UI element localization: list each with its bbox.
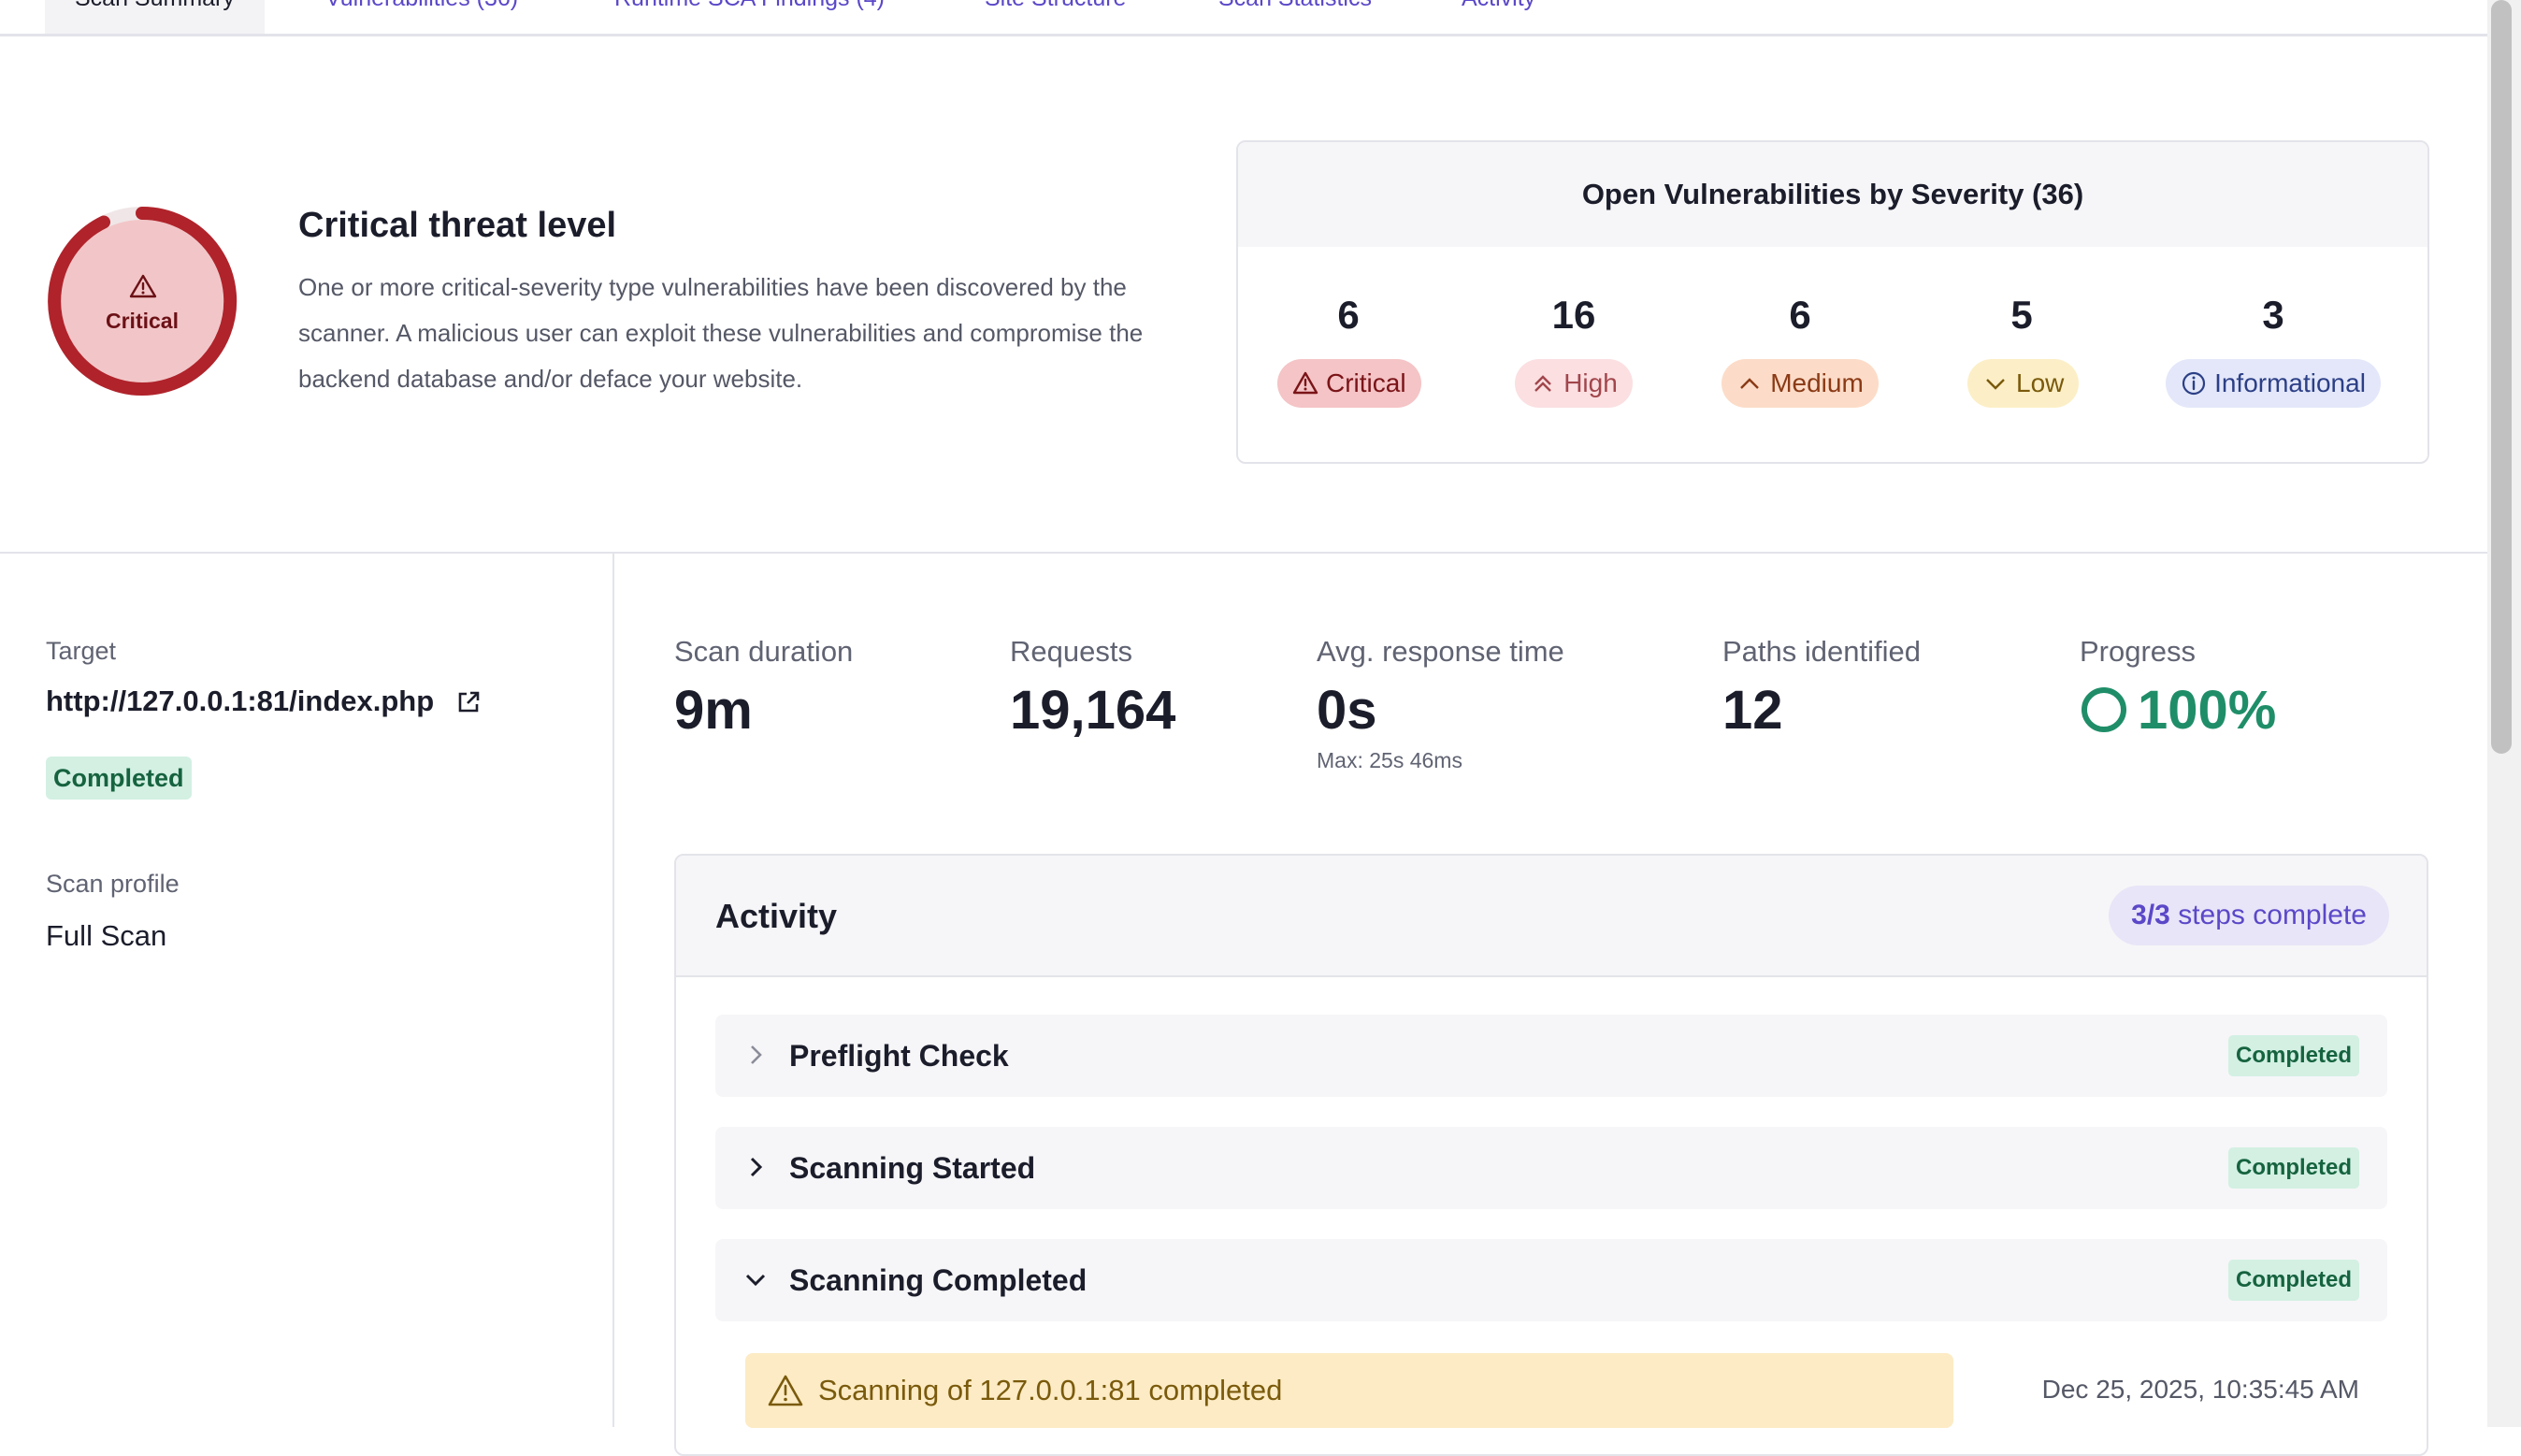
chevron-right-icon[interactable] <box>743 1043 768 1067</box>
severity-label: High <box>1563 368 1618 397</box>
severity-pill-high: High <box>1515 359 1633 408</box>
threat-title: Critical threat level <box>298 206 617 245</box>
double-chevron-up-icon <box>1534 375 1552 392</box>
tab-label: Scan Summary <box>75 0 235 11</box>
severity-label: Medium <box>1770 368 1864 397</box>
scan-status-badge: Completed <box>46 757 192 800</box>
severity-count: 6 <box>1789 293 1811 337</box>
tab-label: Vulnerabilities (36) <box>325 0 518 11</box>
tab-label: Site Structure <box>985 0 1126 11</box>
severity-medium[interactable]: 6 Medium <box>1721 292 1880 408</box>
info-circle-icon <box>2182 371 2206 396</box>
target-url-link[interactable]: http://127.0.0.1:81/index.php <box>46 685 435 717</box>
alert-message: Scanning of 127.0.0.1:81 completed <box>818 1374 1283 1406</box>
step-scanning-completed[interactable]: Scanning Completed Completed <box>715 1239 2387 1321</box>
severity-card-title: Open Vulnerabilities by Severity (36) <box>1238 142 2427 247</box>
severity-label: Informational <box>2214 368 2366 397</box>
tab-label: Activity <box>1462 0 1535 11</box>
severity-count: 5 <box>2010 293 2033 337</box>
chevron-down-icon[interactable] <box>743 1267 768 1291</box>
scrollbar-thumb[interactable] <box>2491 0 2512 754</box>
tab-scan-summary[interactable]: Scan Summary <box>45 0 265 34</box>
tab-activity[interactable]: Activity <box>1462 0 1535 34</box>
progress-value: 100% <box>2138 680 2277 741</box>
step-title: Preflight Check <box>789 1039 1009 1073</box>
severity-informational[interactable]: 3 Informational <box>2166 292 2381 408</box>
step-title: Scanning Completed <box>789 1263 1088 1297</box>
external-link-icon[interactable] <box>454 688 483 716</box>
severity-count: 6 <box>1337 293 1360 337</box>
severity-high[interactable]: 16 High <box>1515 292 1633 408</box>
severity-critical[interactable]: 6 Critical <box>1277 292 1421 408</box>
severity-pill-critical: Critical <box>1277 359 1421 408</box>
scan-duration-label: Scan duration <box>674 635 854 668</box>
step-status-badge: Completed <box>2227 1260 2359 1301</box>
target-label: Target <box>46 637 117 665</box>
scan-profile-value: Full Scan <box>46 919 167 952</box>
steps-complete-badge: 3/3 steps complete <box>2109 886 2389 945</box>
threat-ring-label: Critical <box>106 309 179 333</box>
warning-triangle-icon <box>768 1375 803 1406</box>
chevron-right-icon[interactable] <box>743 1155 768 1179</box>
warning-triangle-icon <box>129 274 157 298</box>
severity-count: 16 <box>1551 293 1596 337</box>
requests-value: 19,164 <box>1010 680 1176 741</box>
tab-vulnerabilities[interactable]: Vulnerabilities (36) <box>325 0 518 34</box>
tab-scan-statistics[interactable]: Scan Statistics <box>1218 0 1372 34</box>
severity-pill-low: Low <box>1967 359 2080 408</box>
tab-label: Scan Statistics <box>1218 0 1372 11</box>
column-divider <box>612 554 614 1427</box>
section-divider <box>0 552 2487 554</box>
scan-duration-value: 9m <box>674 680 753 741</box>
tab-bar: Scan Summary Vulnerabilities (36) Runtim… <box>0 0 2487 36</box>
activity-header: Activity 3/3 steps complete <box>676 856 2427 977</box>
paths-identified-value: 12 <box>1722 680 1783 741</box>
severity-summary-card: Open Vulnerabilities by Severity (36) 6 … <box>1236 140 2429 464</box>
alert-timestamp: Dec 25, 2025, 10:35:45 AM <box>2041 1375 2359 1404</box>
severity-pill-informational: Informational <box>2166 359 2381 408</box>
paths-identified-label: Paths identified <box>1722 635 1921 668</box>
progress-ring-icon <box>2082 687 2126 732</box>
scan-completed-alert: Scanning of 127.0.0.1:81 completed <box>745 1353 1953 1428</box>
avg-response-time-label: Avg. response time <box>1317 635 1564 668</box>
activity-title: Activity <box>715 897 838 935</box>
max-response-time: Max: 25s 46ms <box>1317 748 1462 772</box>
severity-low[interactable]: 5 Low <box>1967 292 2080 408</box>
progress-label: Progress <box>2080 635 2197 668</box>
step-title: Scanning Started <box>789 1151 1036 1185</box>
step-preflight-check[interactable]: Preflight Check Completed <box>715 1015 2387 1097</box>
avg-response-time-value: 0s <box>1317 680 1377 741</box>
severity-label: Low <box>2016 368 2065 397</box>
step-scanning-started[interactable]: Scanning Started Completed <box>715 1127 2387 1209</box>
chevron-up-icon <box>1740 378 1760 389</box>
threat-level-ring <box>48 207 238 396</box>
severity-pill-medium: Medium <box>1721 359 1879 408</box>
scan-profile-label: Scan profile <box>46 870 180 898</box>
activity-card: Activity 3/3 steps complete Preflight Ch… <box>674 854 2428 1456</box>
threat-description: One or more critical-severity type vulne… <box>298 273 1144 393</box>
requests-label: Requests <box>1010 635 1132 668</box>
chevron-down-icon <box>1986 379 2005 390</box>
tab-runtime-sca-findings[interactable]: Runtime SCA Findings (4) <box>614 0 885 34</box>
severity-label: Critical <box>1326 368 1406 397</box>
steps-text: steps complete <box>2178 900 2367 930</box>
steps-count: 3/3 <box>2131 900 2170 930</box>
step-status-badge: Completed <box>2227 1035 2359 1076</box>
warning-triangle-icon <box>1292 371 1318 395</box>
tab-site-structure[interactable]: Site Structure <box>985 0 1126 34</box>
tab-label: Runtime SCA Findings (4) <box>614 0 885 11</box>
severity-count: 3 <box>2262 293 2284 337</box>
step-status-badge: Completed <box>2227 1147 2359 1189</box>
